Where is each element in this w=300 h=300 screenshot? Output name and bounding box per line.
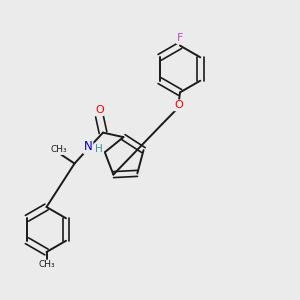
Text: CH₃: CH₃ (50, 145, 67, 154)
Text: H: H (95, 144, 103, 154)
Text: O: O (95, 105, 104, 115)
Text: O: O (94, 146, 103, 156)
Text: N: N (84, 140, 92, 153)
Text: CH₃: CH₃ (38, 260, 55, 269)
Text: F: F (177, 33, 183, 43)
Text: O: O (174, 100, 183, 110)
